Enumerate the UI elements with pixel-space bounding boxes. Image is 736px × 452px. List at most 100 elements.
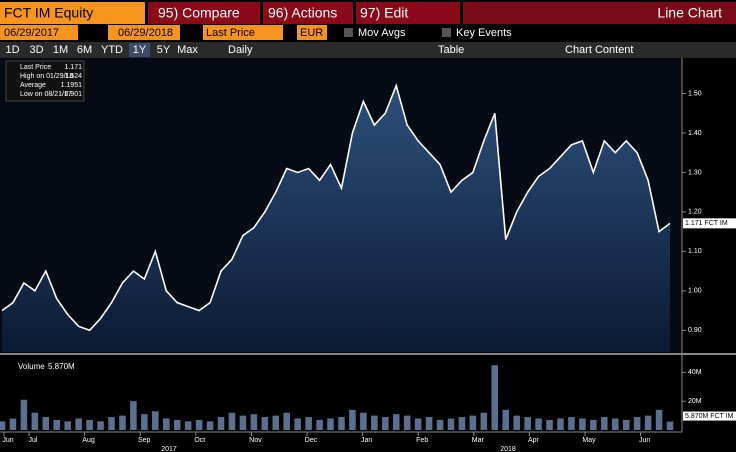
- period-button[interactable]: [98, 43, 126, 57]
- period-button[interactable]: [74, 43, 95, 57]
- period-label: 3D: [29, 44, 43, 56]
- volume-bar: [338, 417, 345, 430]
- legend-label: High on 01/29/18: [20, 73, 73, 80]
- field: Last Price: [206, 27, 255, 39]
- volume-bar: [579, 418, 586, 430]
- month-label: Nov: [249, 437, 262, 444]
- key-events-check[interactable]: [442, 28, 451, 37]
- period-label: 6M: [77, 44, 92, 56]
- volume-bar: [42, 417, 50, 430]
- volume-bar: [239, 415, 247, 430]
- chart-content[interactable]: Chart Content: [565, 44, 633, 56]
- compare: 95) Compare: [158, 5, 240, 21]
- volume-bar: [349, 409, 356, 430]
- actions-button[interactable]: [263, 2, 353, 24]
- volume-bar: [141, 414, 148, 430]
- period-label: 1D: [5, 44, 19, 56]
- frequency[interactable]: Daily: [228, 44, 253, 56]
- legend-label: Average: [20, 82, 46, 89]
- volume-bar: [371, 415, 378, 430]
- volume-bar: [261, 417, 269, 430]
- volume-bar: [469, 415, 477, 430]
- volume-bar: [217, 417, 225, 430]
- volume-bar: [633, 417, 641, 430]
- compare-button[interactable]: [148, 2, 260, 24]
- last-price-tag-bg: [683, 218, 736, 229]
- y-tick-label: 0.90: [688, 327, 702, 334]
- volume-bar: [622, 419, 630, 430]
- volume-bar: [294, 418, 301, 430]
- y-tick-label: 1.10: [688, 248, 702, 255]
- volume-bar: [316, 419, 323, 430]
- volume-tag-bg: [683, 411, 736, 421]
- volume-bar: [305, 417, 312, 430]
- edit: 97) Edit: [360, 5, 408, 21]
- volume-bar: [195, 419, 203, 430]
- period-label: 5Y: [157, 44, 171, 56]
- volume-bar: [86, 419, 93, 430]
- mov-avgs-check[interactable]: [344, 28, 353, 37]
- volume-bar: [502, 409, 510, 430]
- volume-bar: [601, 417, 608, 430]
- volume-bar: [119, 415, 126, 430]
- legend-box: [5, 60, 85, 102]
- key-events: Key Events: [456, 27, 512, 39]
- volume-bar: [655, 409, 663, 430]
- volume-bar: [546, 419, 553, 430]
- volume-bar: [250, 414, 258, 430]
- volume-name: Volume: [18, 362, 45, 371]
- volume-bar: [666, 421, 674, 430]
- start-date-box[interactable]: [0, 25, 78, 40]
- volume-bar: [130, 401, 137, 430]
- y-tick-label: 1.00: [688, 288, 702, 295]
- price-line: [1, 83, 671, 332]
- period-button[interactable]: [129, 43, 150, 57]
- volume-bar: [611, 418, 619, 430]
- volume-tick-label: 40M: [688, 369, 702, 376]
- volume-bar: [327, 418, 334, 430]
- period-button[interactable]: [177, 43, 198, 57]
- currency-box[interactable]: [297, 25, 327, 40]
- currency: EUR: [300, 27, 323, 39]
- period-button[interactable]: [153, 43, 174, 57]
- volume-bar: [9, 418, 17, 430]
- field-box[interactable]: [203, 25, 283, 40]
- legend-label: Low on 08/21/17: [20, 91, 72, 98]
- volume-bar: [480, 412, 488, 430]
- volume-bar: [524, 417, 531, 430]
- y-tick-label: 1.50: [688, 90, 702, 97]
- volume-bar: [447, 418, 455, 430]
- period-label: YTD: [101, 44, 123, 56]
- month-label: Dec: [305, 437, 318, 444]
- volume-bar: [162, 418, 170, 430]
- month-label: Oct: [194, 437, 205, 444]
- ticker-box[interactable]: [0, 2, 145, 24]
- month-label: Jul: [29, 437, 38, 444]
- legend-value: 1.1951: [61, 82, 83, 89]
- volume-bar: [458, 417, 466, 430]
- month-label: Feb: [416, 437, 428, 444]
- volume-last: 5.870M: [48, 362, 75, 371]
- price-area: [2, 85, 670, 353]
- volume-bar: [557, 418, 564, 430]
- volume-bar: [590, 419, 597, 430]
- ticker: FCT IM Equity: [4, 5, 93, 21]
- period-label: Max: [177, 44, 198, 56]
- volume-bar: [31, 412, 39, 430]
- year-label: 2017: [161, 446, 177, 452]
- edit-button[interactable]: [356, 2, 460, 24]
- volume-bar: [644, 415, 652, 430]
- month-label: May: [582, 437, 596, 444]
- volume-bar: [152, 411, 159, 430]
- period-button[interactable]: [50, 43, 71, 57]
- period-label: 1M: [53, 44, 68, 56]
- table[interactable]: Table: [438, 44, 464, 56]
- period-button[interactable]: [2, 43, 23, 57]
- end-date-box[interactable]: [108, 25, 180, 40]
- mov-avgs: Mov Avgs: [358, 27, 406, 39]
- period-button[interactable]: [26, 43, 47, 57]
- legend-value: 1.171: [64, 64, 82, 71]
- volume-bar: [513, 415, 520, 430]
- last-price-tag: 1.171 FCT IM: [685, 220, 728, 227]
